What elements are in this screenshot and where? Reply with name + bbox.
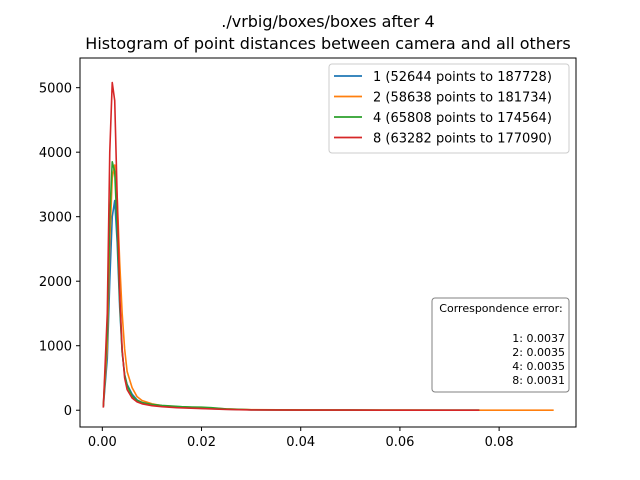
plot-frame — [79, 57, 577, 428]
legend-label-4: 8 (63282 points to 177090) — [373, 132, 552, 147]
annotation-line-1: 1: 0.0037 — [512, 332, 565, 345]
chart-title: ./vrbig/boxes/boxes after 4 — [221, 12, 434, 31]
series-line-4 — [102, 81, 480, 412]
series-layer — [102, 81, 554, 412]
legend-label-1: 1 (52644 points to 187728) — [373, 70, 552, 85]
x-tick-label: 0.04 — [286, 435, 315, 450]
y-tick-label: 5000 — [39, 82, 72, 97]
y-tick-label: 4000 — [39, 146, 72, 161]
legend-label-2: 2 (58638 points to 181734) — [373, 91, 552, 106]
annotation-title: Correspondence error: — [439, 302, 562, 315]
annotation-line-2: 2: 0.0035 — [512, 346, 565, 359]
x-tick-label: 0.08 — [485, 435, 514, 450]
legend-items: 1 (52644 points to 187728) 2 (58638 point… — [334, 70, 552, 147]
x-tick-label: 0.06 — [385, 435, 414, 450]
x-tick-label: 0.02 — [187, 435, 216, 450]
legend-label-3: 4 (65808 points to 174564) — [373, 111, 552, 126]
annotation-line-3: 4: 0.0035 — [512, 360, 565, 373]
y-tick-label: 2000 — [39, 275, 72, 290]
legend: 1 (52644 points to 187728) 2 (58638 point… — [328, 63, 570, 154]
annotation-box — [431, 297, 570, 393]
chart-subtitle: Histogram of point distances between cam… — [85, 34, 570, 53]
legend-box — [328, 63, 570, 154]
axis-ticks: 0.00 0.02 0.04 0.06 0.08 0 1000 2000 3000 4000 500… — [39, 82, 514, 450]
x-tick-label: 0.00 — [88, 435, 117, 450]
y-tick-label: 0 — [64, 404, 72, 419]
annotation-line-4: 8: 0.0031 — [512, 374, 565, 387]
y-tick-label: 1000 — [39, 340, 72, 355]
y-tick-label: 3000 — [39, 211, 72, 226]
correspondence-error-box: Correspondence error: 1: 0.0037 2: 0.003… — [431, 297, 570, 393]
